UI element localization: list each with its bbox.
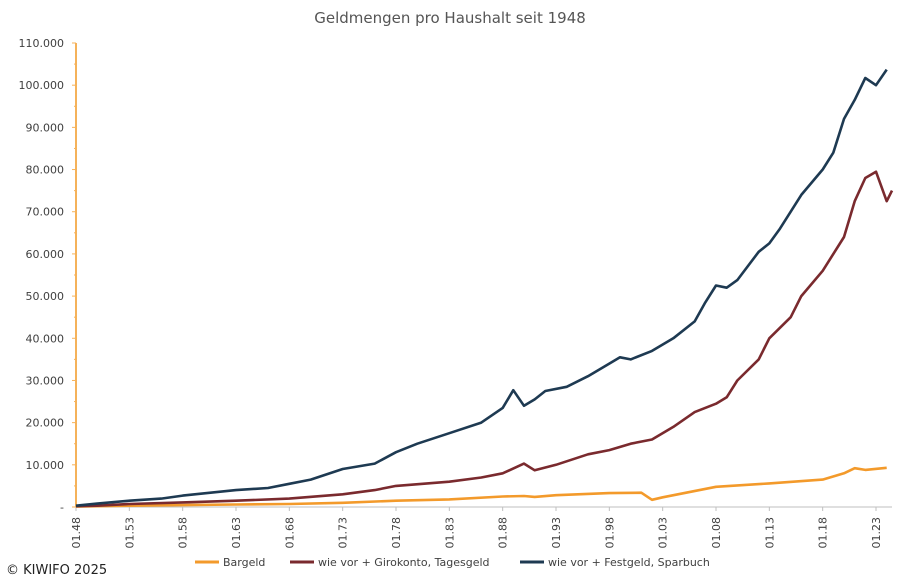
- legend-item: wie vor + Festgeld, Sparbuch: [520, 556, 710, 569]
- x-tick-label: 01.78: [390, 517, 403, 549]
- x-tick-label: 01.88: [497, 517, 510, 549]
- series-layer: [75, 68, 894, 508]
- legend-label: wie vor + Girokonto, Tagesgeld: [318, 556, 490, 569]
- series-line-2: [75, 170, 894, 508]
- legend-item: Bargeld: [195, 556, 265, 569]
- y-tick-label: 30.000: [26, 374, 65, 387]
- x-tick-label: 01.53: [123, 517, 136, 549]
- x-tick-label: 01.13: [763, 517, 776, 549]
- x-tick-label: 01.48: [70, 517, 83, 549]
- legend-label: Bargeld: [223, 556, 265, 569]
- series-line-3: [75, 68, 888, 507]
- x-tick-label: 01.23: [870, 517, 883, 549]
- y-tick-label: 80.000: [26, 164, 65, 177]
- y-tick-label: 10.000: [26, 459, 65, 472]
- y-tick-label: 100.000: [19, 79, 65, 92]
- x-tick-label: 01.93: [550, 517, 563, 549]
- y-axis: - 10.000 20.000 30.000 40.000 50.000 60.000 70.…: [19, 37, 77, 514]
- y-tick-label: -: [60, 501, 64, 514]
- x-tick-label: 01.03: [657, 517, 670, 549]
- y-tick-label: 70.000: [26, 206, 65, 219]
- x-tick-label: 01.63: [230, 517, 243, 549]
- legend-label: wie vor + Festgeld, Sparbuch: [548, 556, 710, 569]
- y-tick-label: 20.000: [26, 417, 65, 430]
- x-tick-label: 01.83: [443, 517, 456, 549]
- y-tick-label: 110.000: [19, 37, 65, 50]
- y-tick-label: 90.000: [26, 121, 65, 134]
- chart-title: Geldmengen pro Haushalt seit 1948: [314, 9, 586, 27]
- x-tick-label: 01.98: [603, 517, 616, 549]
- x-tick-label: 01.08: [710, 517, 723, 549]
- y-tick-label: 40.000: [26, 332, 65, 345]
- copyright-text: © KIWIFO 2025: [6, 563, 107, 578]
- legend: Bargeld wie vor + Girokonto, Tagesgeld wie…: [195, 556, 710, 569]
- y-tick-label: 50.000: [26, 290, 65, 303]
- y-tick-label: 60.000: [26, 248, 65, 261]
- series-line-1: [75, 466, 887, 508]
- legend-item: wie vor + Girokonto, Tagesgeld: [290, 556, 490, 569]
- x-tick-label: 01.58: [177, 517, 190, 549]
- x-tick-label: 01.68: [283, 517, 296, 549]
- x-tick-label: 01.18: [817, 517, 830, 549]
- x-tick-label: 01.73: [337, 517, 350, 549]
- x-axis: 01.48 01.53 01.58 01.63 01.68 01.73 01.78 01.83…: [70, 506, 892, 549]
